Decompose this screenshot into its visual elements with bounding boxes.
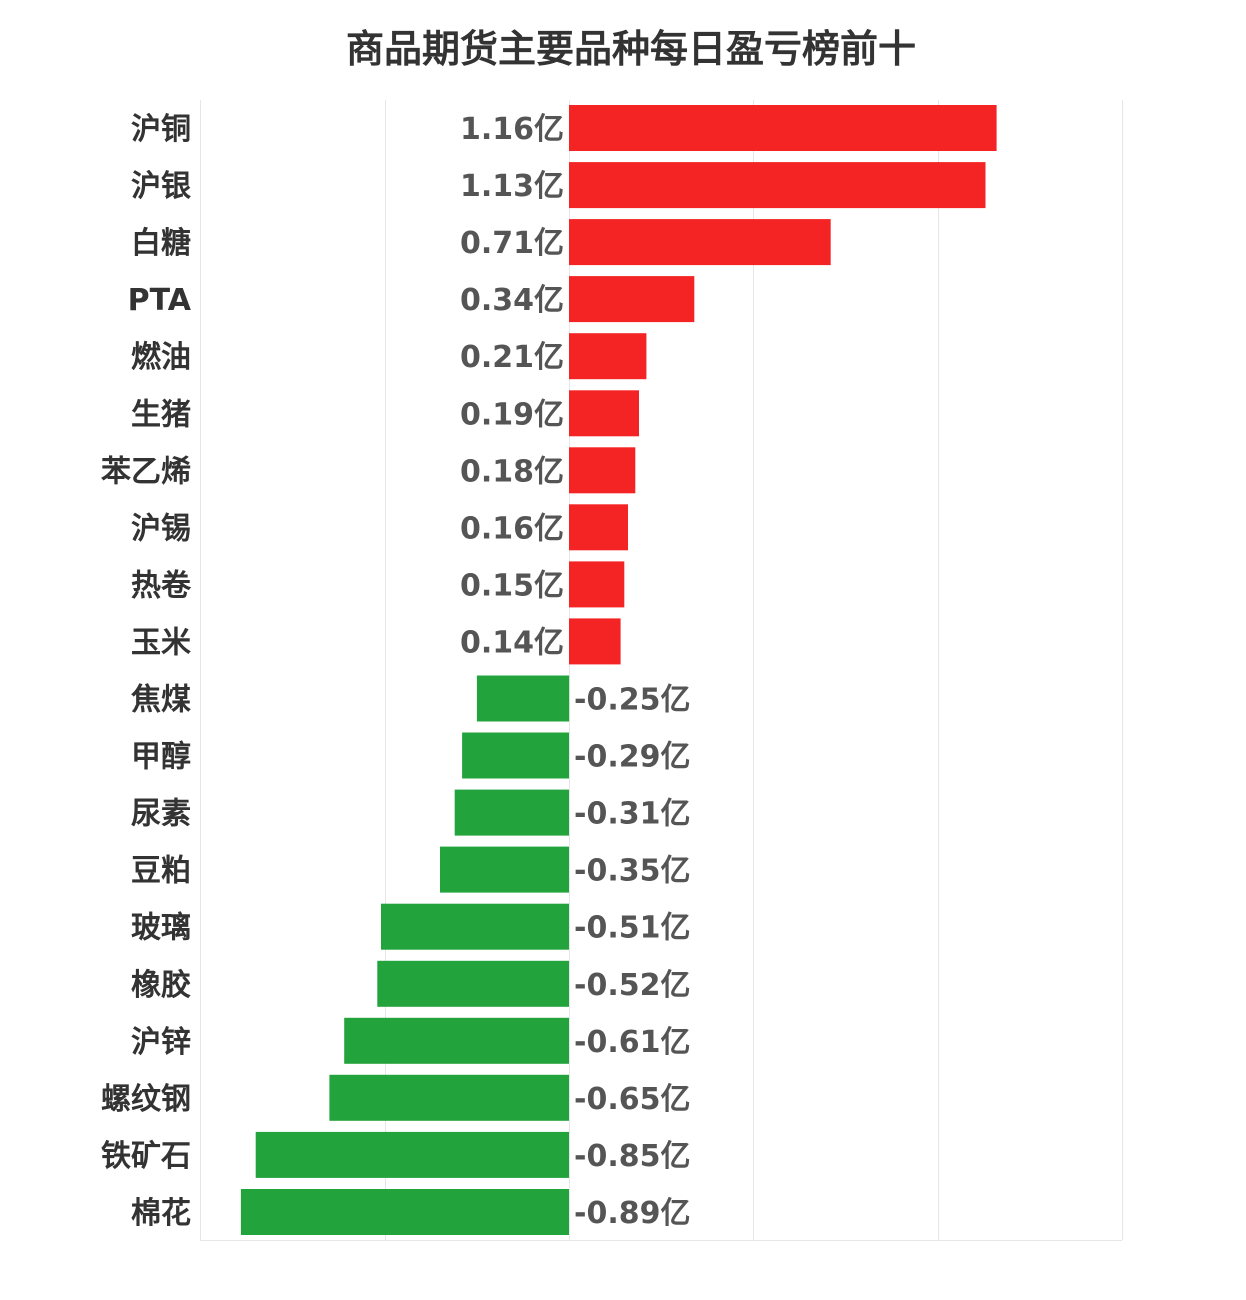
value-label: -0.51亿	[574, 911, 690, 946]
value-label: -0.52亿	[574, 968, 690, 1003]
value-label: 0.14亿	[460, 625, 564, 660]
value-label: -0.65亿	[574, 1082, 690, 1117]
category-label: 焦煤	[131, 683, 191, 718]
value-label: -0.31亿	[574, 797, 690, 832]
bar-6	[569, 447, 636, 494]
value-label: 0.21亿	[460, 340, 564, 375]
category-label: 苯乙烯	[101, 454, 191, 489]
value-label: 1.16亿	[460, 112, 564, 147]
category-label: 热卷	[131, 568, 192, 603]
value-label: -0.35亿	[574, 854, 690, 889]
value-label: -0.61亿	[574, 1025, 690, 1060]
value-label: -0.25亿	[574, 683, 690, 718]
bar-17	[329, 1074, 569, 1121]
value-label: -0.89亿	[574, 1196, 690, 1231]
value-label: 0.34亿	[460, 283, 564, 318]
bar-11	[462, 732, 569, 779]
category-label: 铁矿石	[101, 1139, 191, 1174]
category-label: 白糖	[131, 226, 191, 261]
bars	[240, 105, 997, 1235]
bar-10	[476, 675, 570, 722]
category-label: 螺纹钢	[101, 1082, 191, 1117]
value-label: 0.18亿	[460, 454, 564, 489]
category-label: 沪铜	[131, 112, 191, 147]
bar-15	[377, 960, 569, 1007]
category-label: 甲醇	[131, 740, 191, 775]
chart-title: 商品期货主要品种每日盈亏榜前十	[345, 27, 916, 71]
value-label: 0.15亿	[460, 568, 564, 603]
category-label: 棉花	[131, 1196, 191, 1231]
category-label: 燃油	[131, 340, 191, 375]
bar-0	[569, 105, 997, 151]
category-label: 尿素	[131, 797, 191, 832]
category-label: PTA	[128, 283, 192, 318]
bar-3	[569, 276, 695, 323]
bar-7	[569, 504, 628, 551]
value-label: 0.71亿	[460, 226, 564, 261]
bar-1	[569, 162, 986, 209]
bar-16	[344, 1017, 569, 1064]
category-label: 沪锌	[131, 1025, 191, 1060]
bar-13	[440, 846, 569, 893]
value-label: -0.85亿	[574, 1139, 690, 1174]
bar-9	[569, 618, 621, 665]
bar-8	[569, 561, 625, 608]
bar-19	[240, 1189, 569, 1235]
bar-14	[381, 903, 569, 950]
bar-2	[569, 219, 831, 266]
category-label: 生猪	[131, 397, 191, 432]
value-label: 0.19亿	[460, 397, 564, 432]
bar-12	[454, 789, 569, 836]
category-label: 沪锡	[131, 511, 191, 546]
bar-4	[569, 333, 647, 380]
category-label: 玻璃	[131, 911, 191, 946]
bar-5	[569, 390, 639, 437]
bar-18	[255, 1131, 569, 1178]
value-label: 0.16亿	[460, 511, 564, 546]
category-label: 豆粕	[131, 854, 191, 889]
category-label: 橡胶	[131, 968, 191, 1003]
category-label: 玉米	[131, 625, 191, 660]
grid-lines	[200, 100, 1123, 1241]
category-label: 沪银	[131, 169, 191, 204]
value-label: -0.29亿	[574, 740, 690, 775]
value-label: 1.13亿	[460, 169, 564, 204]
